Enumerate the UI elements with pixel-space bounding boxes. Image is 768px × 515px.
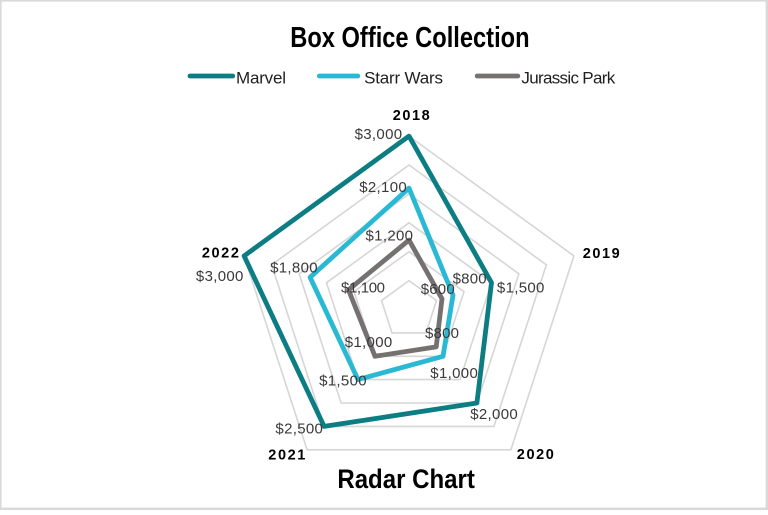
svg-text:Jurassic Park: Jurassic Park — [521, 69, 615, 88]
svg-text:$600: $600 — [421, 281, 455, 298]
svg-text:Starr Wars: Starr Wars — [364, 69, 443, 88]
svg-text:$2,100: $2,100 — [359, 179, 407, 196]
svg-text:Box Office Collection: Box Office Collection — [290, 22, 529, 54]
svg-text:$1,800: $1,800 — [270, 259, 318, 276]
svg-text:$1,000: $1,000 — [345, 334, 393, 351]
svg-text:$800: $800 — [453, 270, 487, 287]
svg-text:2019: 2019 — [583, 246, 620, 262]
svg-text:$1,100: $1,100 — [341, 280, 385, 297]
svg-text:Marvel: Marvel — [236, 69, 286, 88]
svg-text:2022: 2022 — [202, 246, 239, 262]
svg-text:$3,000: $3,000 — [355, 126, 403, 143]
svg-text:2018: 2018 — [393, 108, 430, 124]
svg-text:Radar Chart: Radar Chart — [337, 464, 475, 494]
svg-text:$1,200: $1,200 — [366, 228, 414, 245]
svg-text:$1,000: $1,000 — [430, 365, 478, 382]
svg-text:$1,500: $1,500 — [319, 373, 367, 390]
svg-text:$2,500: $2,500 — [275, 421, 323, 438]
svg-text:$1,500: $1,500 — [497, 279, 545, 296]
svg-text:$2,000: $2,000 — [470, 406, 518, 423]
svg-text:$3,000: $3,000 — [196, 268, 244, 285]
svg-text:2021: 2021 — [268, 447, 305, 463]
svg-text:2020: 2020 — [517, 447, 554, 463]
svg-text:$800: $800 — [425, 325, 459, 342]
